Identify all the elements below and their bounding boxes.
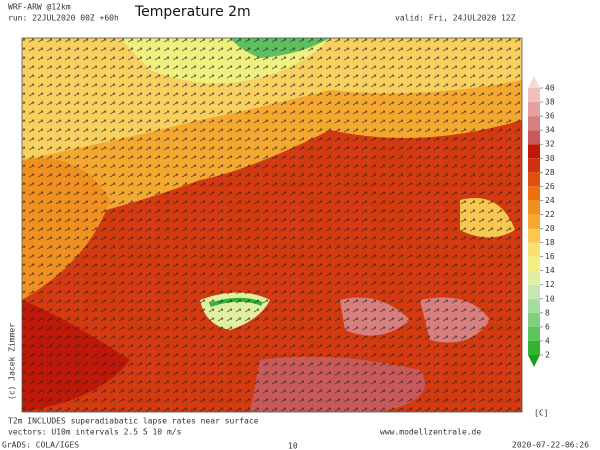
colorbar-high-arrow bbox=[528, 76, 540, 88]
valid: valid: Fri, 24JUL2020 12Z bbox=[395, 14, 516, 23]
colorbar-tick-label: 30 bbox=[545, 154, 555, 163]
colorbar-bin bbox=[528, 186, 540, 201]
colorbar-unit: [C] bbox=[534, 409, 548, 418]
colorbar-tick-label: 18 bbox=[545, 238, 555, 247]
colorbar-tick-label: 10 bbox=[545, 294, 555, 303]
colorbar-tick-label: 12 bbox=[545, 280, 555, 289]
model: WRF-ARW @12km bbox=[8, 3, 71, 12]
colorbar-tick-label: 26 bbox=[545, 182, 555, 191]
colorbar-tick-label: 40 bbox=[545, 84, 555, 93]
title: Temperature 2m bbox=[134, 4, 251, 20]
colorbar-tick-label: 16 bbox=[545, 252, 555, 261]
colorbar-bin bbox=[528, 102, 540, 117]
footer-vectors: vectors: U10m intervals 2.5 5 10 m/s bbox=[8, 428, 182, 437]
colorbar-bin bbox=[528, 228, 540, 243]
colorbar-bin bbox=[528, 256, 540, 271]
footer-site: www.modellzentrale.de bbox=[380, 428, 481, 437]
colorbar-bin bbox=[528, 312, 540, 327]
map-frame bbox=[21, 37, 523, 413]
colorbar-bin bbox=[528, 242, 540, 257]
footer-note: T2m INCLUDES superadiabatic lapse rates … bbox=[8, 417, 259, 426]
colorbar-tick-label: 36 bbox=[545, 112, 555, 121]
colorbar-tick-label: 8 bbox=[545, 308, 550, 317]
colorbar-bin bbox=[528, 340, 540, 355]
colorbar-bin bbox=[528, 200, 540, 215]
colorbar-tick-label: 38 bbox=[545, 98, 555, 107]
colorbar-bin bbox=[528, 298, 540, 313]
run: run: 22JUL2020 00Z +60h bbox=[8, 14, 119, 23]
colorbar-bin bbox=[528, 130, 540, 145]
colorbar-tick-label: 34 bbox=[545, 126, 555, 135]
colorbar-low-arrow bbox=[528, 355, 540, 367]
map bbox=[22, 38, 522, 412]
colorbar-tick-label: 20 bbox=[545, 224, 555, 233]
footer-timestamp: 2020-07-22-06:26 bbox=[512, 441, 589, 450]
colorbar-bin bbox=[528, 158, 540, 173]
colorbar-bin bbox=[528, 326, 540, 341]
colorbar-bin bbox=[528, 88, 540, 103]
colorbar-tick-label: 28 bbox=[545, 168, 555, 177]
colorbar-tick-label: 2 bbox=[545, 351, 550, 360]
copyright: (c) Jacek Zimmer bbox=[8, 323, 17, 400]
colorbar-bin bbox=[528, 270, 540, 285]
colorbar-tick-label: 22 bbox=[545, 210, 555, 219]
colorbar-bin bbox=[528, 116, 540, 131]
footer-grads: GrADS: COLA/IGES bbox=[2, 441, 79, 450]
colorbar-tick-label: 6 bbox=[545, 322, 550, 331]
colorbar-bin bbox=[528, 284, 540, 299]
vector-scale: 10 bbox=[288, 442, 298, 450]
colorbar-tick-label: 4 bbox=[545, 336, 550, 345]
colorbar-bin bbox=[528, 172, 540, 187]
colorbar-tick-label: 24 bbox=[545, 196, 555, 205]
colorbar-tick-label: 14 bbox=[545, 266, 555, 275]
colorbar-bin bbox=[528, 214, 540, 229]
colorbar-tick-label: 32 bbox=[545, 140, 555, 149]
colorbar-bin bbox=[528, 144, 540, 159]
